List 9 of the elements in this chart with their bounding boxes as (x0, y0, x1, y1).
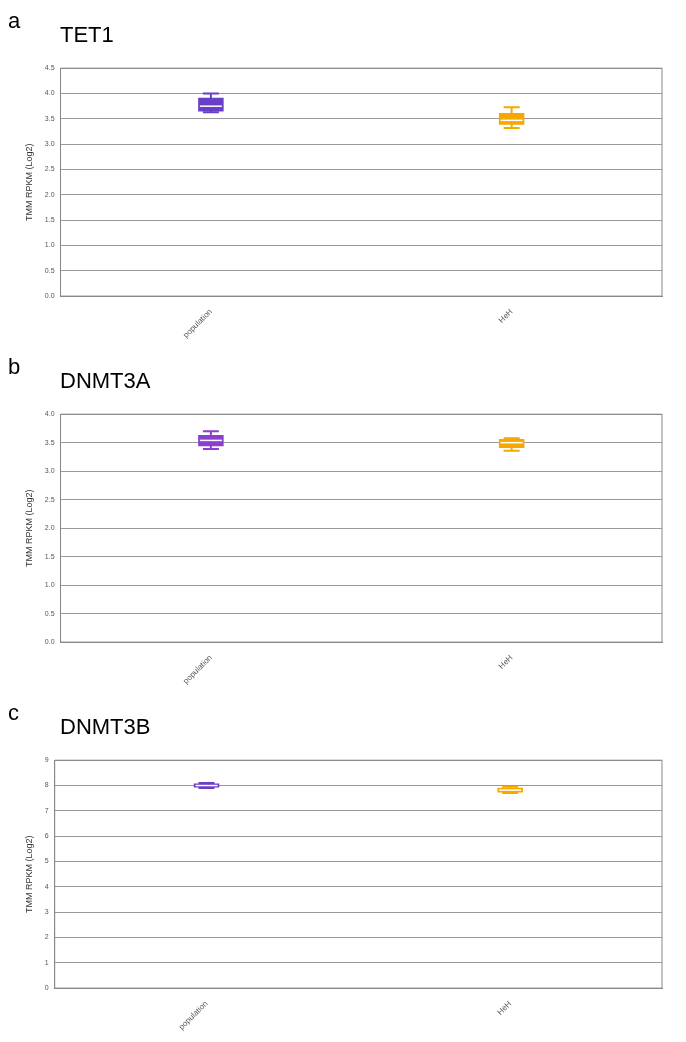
y-axis-title: TMM RPKM (Log2) (23, 143, 34, 221)
text: b (8, 354, 21, 380)
chart-title: DNMT3A (60, 368, 151, 394)
text: a (8, 8, 21, 34)
y-axis-title: TMM RPKM (Log2) (23, 835, 34, 913)
chart-title: DNMT3B (60, 714, 151, 740)
chart-title: TET1 (60, 22, 114, 48)
y-axis-title: TMM RPKM (Log2) (23, 489, 34, 567)
text: c (8, 700, 19, 726)
